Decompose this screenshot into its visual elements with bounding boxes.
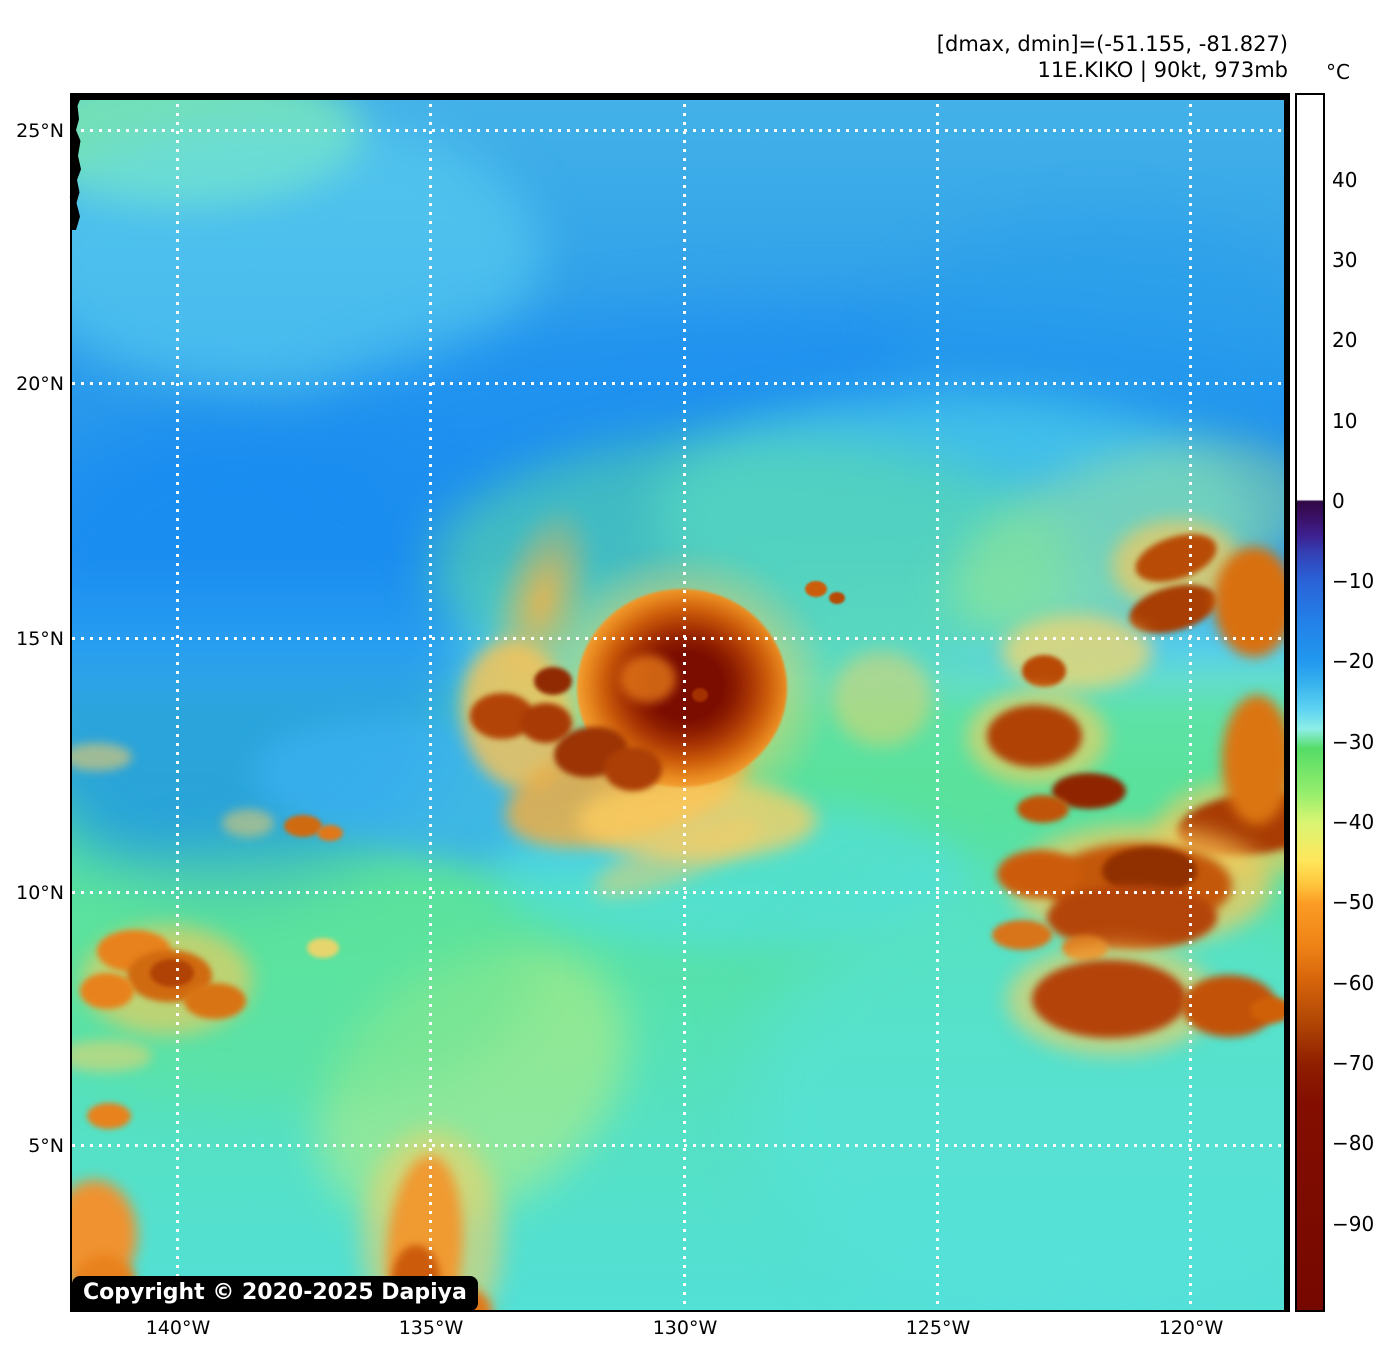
- lat-label: 10°N: [16, 882, 64, 904]
- convection-cell: [805, 581, 827, 597]
- spiral-band: [577, 780, 817, 860]
- convection-cell: [987, 705, 1082, 767]
- convection-cell: [604, 747, 662, 791]
- map-canvas: [70, 93, 1290, 1312]
- data-edge: [72, 95, 1288, 100]
- colorbar-tick: −60: [1332, 971, 1375, 995]
- convection-cell: [829, 592, 845, 604]
- colorbar-tick: −20: [1332, 649, 1375, 673]
- data-edge: [1284, 95, 1288, 1310]
- dmax-dmin-label: [dmax, dmin]=(-51.155, -81.827): [936, 32, 1288, 56]
- colorbar-tick: −30: [1332, 730, 1375, 754]
- colorbar-tick: 10: [1332, 409, 1358, 433]
- lat-label: 5°N: [28, 1135, 64, 1157]
- convection-cell: [150, 959, 194, 987]
- convection-cell: [1032, 960, 1187, 1038]
- storm-info-label: 11E.KIKO | 90kt, 973mb: [1037, 58, 1288, 82]
- colorbar-tick: −80: [1332, 1131, 1375, 1155]
- lat-label: 20°N: [16, 373, 64, 395]
- wv-feature: [620, 655, 676, 703]
- gridline-25n: [72, 129, 1288, 132]
- wv-feature: [72, 1040, 152, 1072]
- convection-cell: [1017, 795, 1069, 823]
- figure-subheader: [dmax, dmin]=(-51.155, -81.827) 11E.KIKO…: [937, 31, 1288, 83]
- lat-label: 25°N: [16, 120, 64, 142]
- convection-cell: [992, 920, 1052, 950]
- gridline-20n: [72, 382, 1288, 385]
- convection-cell: [1022, 655, 1066, 687]
- lon-label: 130°W: [652, 1317, 718, 1339]
- gridline-120w: [1189, 95, 1192, 1310]
- colorbar-tick: 40: [1332, 168, 1358, 192]
- colorbar-tick: 30: [1332, 248, 1358, 272]
- convection-cell: [1222, 695, 1288, 825]
- lon-label: 120°W: [1158, 1317, 1224, 1339]
- convection-cell: [997, 850, 1082, 898]
- hurricane-eye: [692, 688, 708, 702]
- gridline-10n: [72, 891, 1288, 894]
- wv-feature: [307, 938, 339, 958]
- convection-cell: [1250, 997, 1288, 1023]
- convection-cell: [80, 973, 134, 1009]
- colorbar-unit-label: °C: [1326, 60, 1350, 84]
- colorbar-tick: −50: [1332, 890, 1375, 914]
- gridline-130w: [683, 95, 686, 1310]
- wv-feature: [222, 809, 274, 837]
- colorbar-tick: −70: [1332, 1051, 1375, 1075]
- lat-label: 15°N: [16, 628, 64, 650]
- wv-feature: [72, 743, 132, 771]
- gridline-125w: [936, 95, 939, 1310]
- convection-cell: [87, 1103, 131, 1129]
- data-edge: [72, 95, 82, 230]
- lon-label: 135°W: [398, 1317, 464, 1339]
- lon-label: 125°W: [905, 1317, 971, 1339]
- gridline-140w: [176, 95, 179, 1310]
- gridline-5n: [72, 1144, 1288, 1147]
- colorbar-tick: −10: [1332, 569, 1375, 593]
- temperature-colorbar: [1295, 93, 1325, 1312]
- gridline-135w: [429, 95, 432, 1310]
- wv-feature: [832, 651, 932, 746]
- convection-cell: [284, 815, 322, 837]
- convection-cell: [184, 983, 246, 1019]
- convection-cell: [317, 825, 343, 841]
- colorbar-tick: −40: [1332, 810, 1375, 834]
- colorbar-tick: 20: [1332, 328, 1358, 352]
- convection-cell: [534, 667, 572, 695]
- copyright-badge: Copyright © 2020-2025 Dapiya: [72, 1276, 478, 1311]
- gridline-15n: [72, 637, 1288, 640]
- lon-label: 140°W: [145, 1317, 211, 1339]
- colorbar-tick: −90: [1332, 1212, 1375, 1236]
- colorbar-tick: 0: [1332, 489, 1345, 513]
- convection-cell: [1214, 547, 1288, 657]
